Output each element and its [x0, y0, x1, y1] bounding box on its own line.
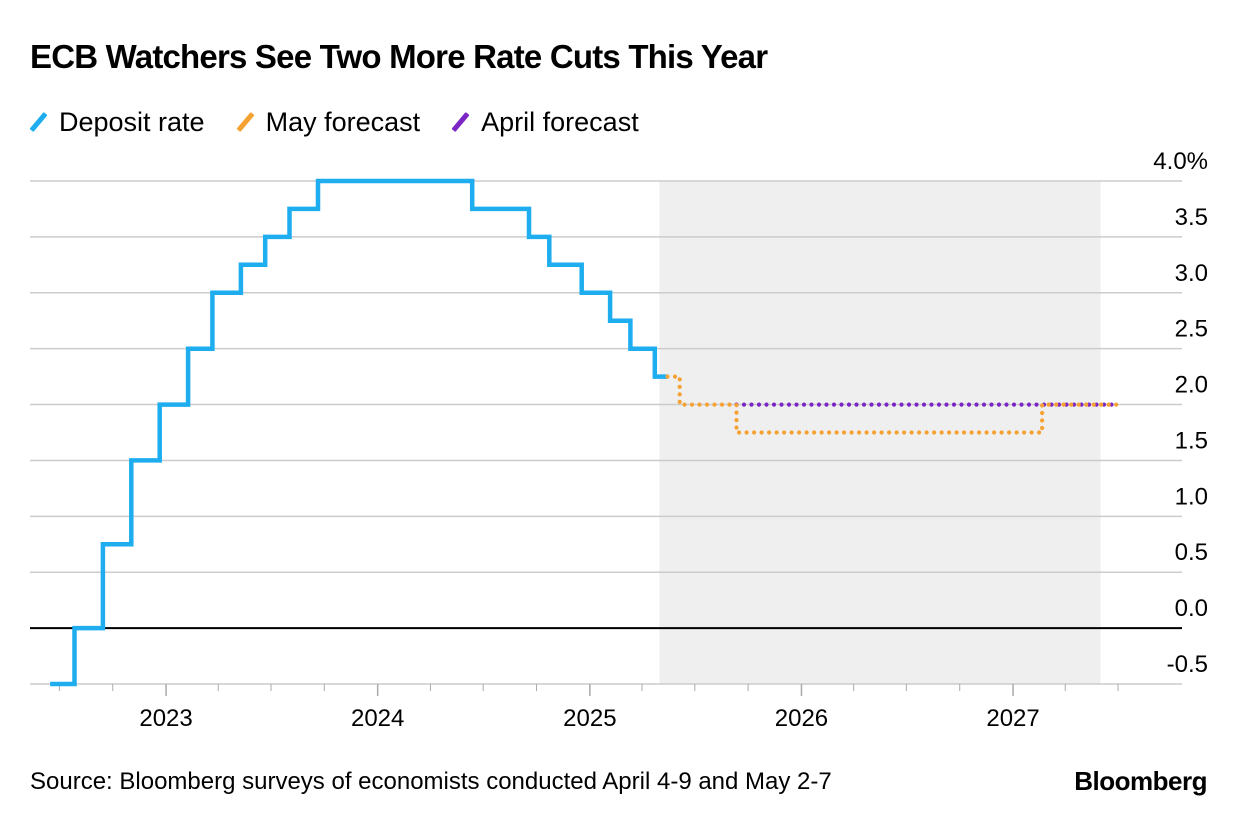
y-tick-label: 4.0%: [1153, 148, 1208, 175]
may-forecast-line: [665, 374, 1120, 435]
x-tick-label: 2025: [563, 705, 616, 732]
y-tick-label: -0.5: [1167, 651, 1208, 678]
x-tick-label: 2023: [139, 705, 192, 732]
x-tick-label: 2027: [986, 705, 1039, 732]
source-note: Source: Bloomberg surveys of economists …: [30, 768, 832, 795]
deposit-rate-line: [50, 178, 668, 687]
legend-label-april-forecast: April forecast: [481, 106, 639, 137]
legend: Deposit rate May forecast April forecast: [28, 104, 669, 140]
legend-item-deposit-rate: Deposit rate: [28, 107, 205, 138]
y-tick-label: 1.5: [1175, 427, 1208, 454]
x-tick-label: 2024: [351, 705, 404, 732]
y-tick-label: 0.0: [1175, 595, 1208, 622]
legend-item-may-forecast: May forecast: [235, 106, 421, 138]
y-tick-label: 3.0: [1175, 260, 1208, 287]
y-tick-label: 1.0: [1175, 483, 1208, 510]
chart-title: ECB Watchers See Two More Rate Cuts This…: [30, 38, 768, 75]
x-tick-label: 2026: [775, 705, 828, 732]
y-tick-label: 2.0: [1175, 372, 1208, 399]
legend-item-april-forecast: April forecast: [450, 107, 639, 138]
bloomberg-logo: Bloomberg: [1074, 766, 1207, 796]
y-tick-label: 2.5: [1175, 316, 1208, 343]
legend-label-may-forecast: May forecast: [265, 106, 421, 137]
y-tick-label: 3.5: [1175, 204, 1208, 231]
y-tick-label: 0.5: [1175, 539, 1208, 566]
legend-label-deposit-rate: Deposit rate: [59, 106, 205, 137]
